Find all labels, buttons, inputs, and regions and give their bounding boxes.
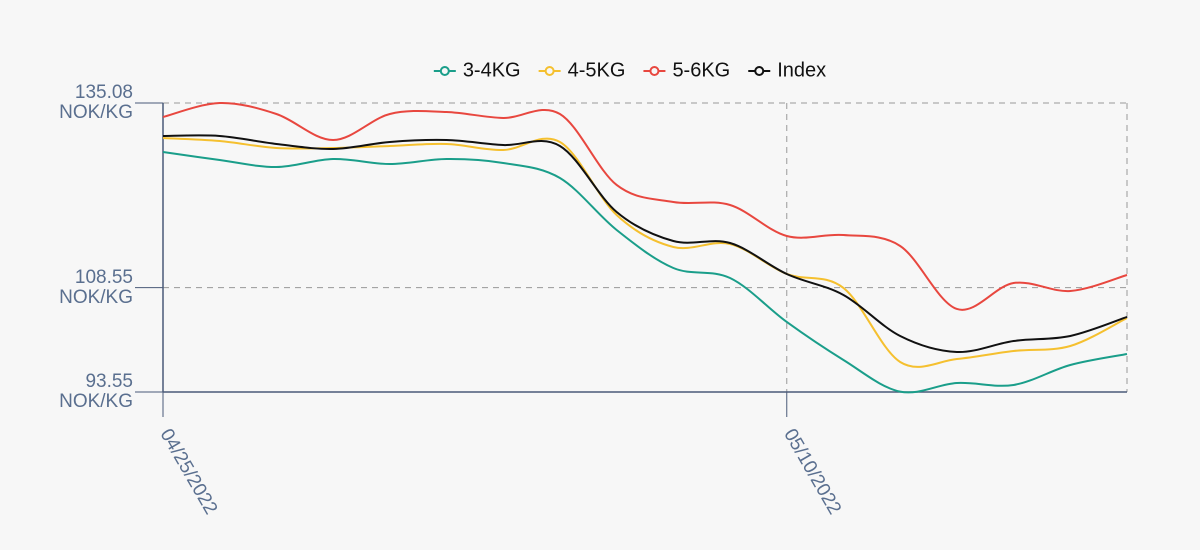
legend-label: 3-4KG — [463, 59, 521, 81]
legend-label: 4-5KG — [568, 59, 626, 81]
legend-marker — [544, 66, 555, 76]
legend-marker — [649, 66, 660, 76]
y-tick-label: 135.08 NOK/KG — [59, 82, 133, 123]
legend-label: Index — [777, 59, 826, 81]
y-tick-label: 108.55 NOK/KG — [59, 266, 133, 308]
legend: 3-4KG 4-5KG 5-6KG Index — [433, 59, 826, 81]
series-line — [162, 101, 1128, 311]
legend-label: 5-6KG — [672, 59, 730, 81]
y-tick-label: 93.55 NOK/KG — [59, 371, 133, 412]
series-line — [162, 150, 1128, 394]
legend-marker — [754, 66, 765, 76]
x-tick-label: 04/25/2022 — [156, 425, 222, 518]
legend-marker — [439, 66, 450, 76]
series-line — [162, 134, 1128, 353]
x-tick-label: 05/10/2022 — [779, 425, 845, 518]
